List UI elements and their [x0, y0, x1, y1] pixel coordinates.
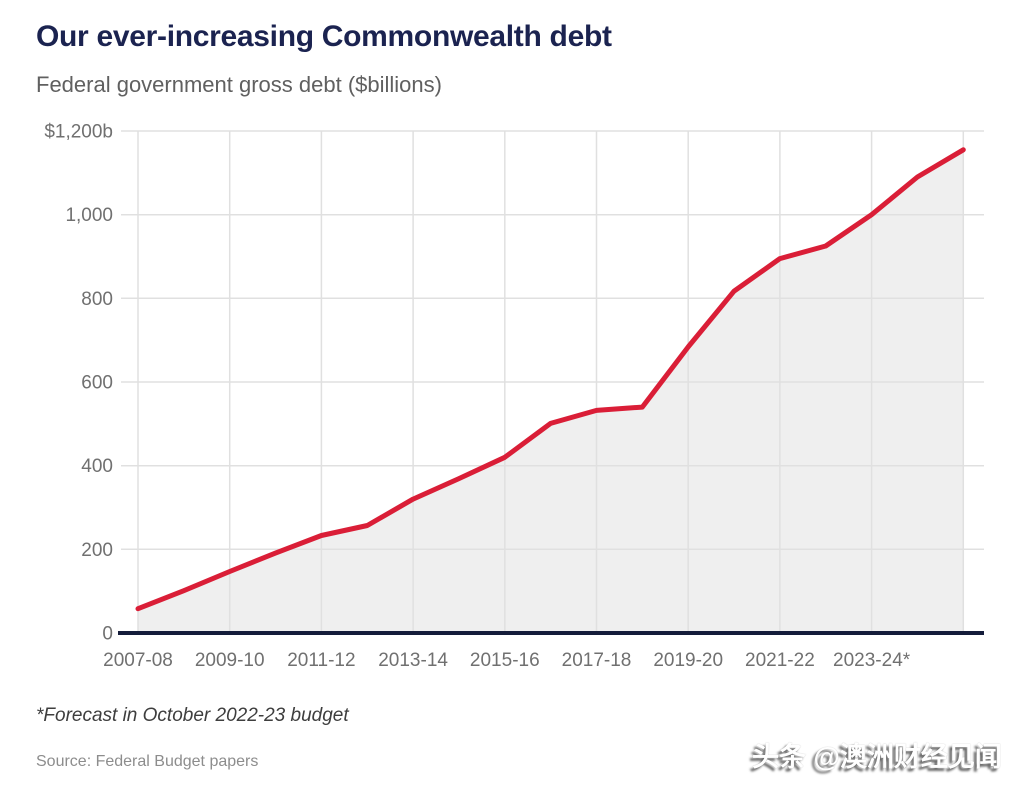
x-tick-label: 2013-14	[378, 650, 448, 671]
x-axis-line	[118, 631, 984, 635]
x-tick-label: 2019-20	[653, 650, 723, 671]
chart-subtitle: Federal government gross debt ($billions…	[36, 72, 442, 97]
x-tick-label: 2011-12	[287, 650, 355, 671]
debt-line	[135, 147, 966, 612]
debt-area-chart: $1,200b 1,000 800 600 400 200 0 2007-08 2009-10 2…	[44, 122, 984, 671]
forecast-footnote: *Forecast in October 2022-23 budget	[36, 705, 349, 726]
gridlines	[121, 130, 984, 634]
y-tick-label: 600	[81, 373, 113, 394]
watermark: 头条 @澳洲财经见闻	[752, 742, 1002, 772]
source-note: Source: Federal Budget papers	[36, 753, 259, 770]
x-tick-label: 2017-18	[562, 650, 632, 671]
debt-area-fill	[138, 149, 964, 634]
x-tick-label: 2009-10	[195, 650, 265, 671]
x-tick-label: 2021-22	[745, 650, 815, 671]
y-tick-label: 800	[81, 289, 113, 310]
x-tick-label: 2007-08	[103, 650, 173, 671]
y-tick-label: 1,000	[65, 205, 113, 226]
y-tick-label: $1,200b	[44, 122, 113, 143]
x-tick-label: 2023-24*	[833, 650, 911, 671]
x-tick-label: 2015-16	[470, 650, 540, 671]
y-tick-label: 400	[81, 456, 113, 477]
chart-title: Our ever-increasing Commonwealth debt	[36, 20, 612, 53]
y-tick-label: 200	[81, 540, 113, 561]
y-tick-label: 0	[102, 624, 113, 645]
